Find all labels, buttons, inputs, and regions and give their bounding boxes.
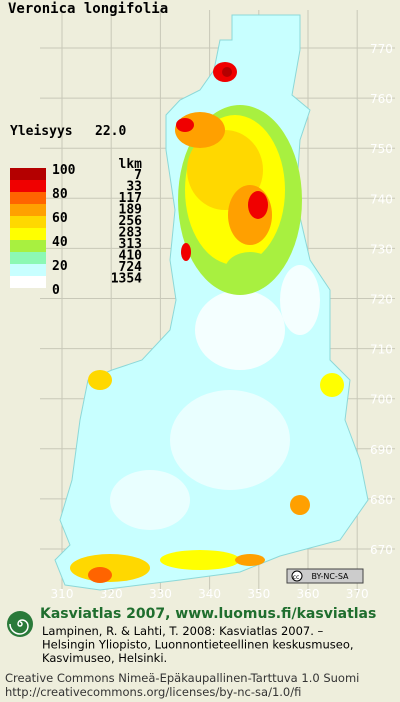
x-coordinate-label: 330	[149, 587, 172, 601]
legend-swatch	[10, 228, 46, 240]
x-coordinate-label: 370	[346, 587, 369, 601]
license-line: http://creativecommons.org/licenses/by-n…	[5, 685, 301, 699]
y-coordinate-label: 680	[370, 493, 393, 507]
legend-swatch	[10, 216, 46, 228]
species-title: Veronica longifolia	[8, 1, 168, 17]
legend-count: 189	[119, 203, 142, 218]
legend-swatch	[10, 264, 46, 276]
legend-count: 33	[126, 180, 142, 195]
y-coordinate-label: 690	[370, 443, 393, 457]
count-header: lkm	[119, 157, 143, 172]
legend-swatch	[10, 168, 46, 180]
legend-count: 283	[119, 226, 142, 241]
footer-headline: Kasviatlas 2007, www.luomus.fi/kasviatla…	[40, 606, 376, 622]
x-coordinate-label: 340	[198, 587, 221, 601]
legend-scale-label: 60	[52, 211, 68, 226]
legend-scale-label: 20	[52, 259, 68, 274]
legend-scale-label: 100	[52, 163, 76, 178]
legend-scale-label: 0	[52, 283, 60, 298]
logo	[7, 611, 33, 637]
svg-text:cc: cc	[293, 574, 300, 581]
frequency-value: 22.0	[95, 124, 126, 139]
license-line: Creative Commons Nimeä-Epäkaupallinen-Ta…	[5, 671, 359, 685]
y-coordinate-label: 740	[370, 192, 393, 206]
legend-count: 117	[119, 191, 142, 206]
y-coordinate-label: 700	[370, 393, 393, 407]
legend-swatch	[10, 204, 46, 216]
legend-scale-label: 40	[52, 235, 68, 250]
y-coordinate-label: 710	[370, 343, 393, 357]
x-coordinate-label: 310	[51, 587, 74, 601]
legend-swatch	[10, 180, 46, 192]
citation-line: Lampinen, R. & Lahti, T. 2008: Kasviatla…	[42, 624, 324, 638]
x-coordinate-label: 350	[247, 587, 270, 601]
legend-count: 410	[119, 249, 143, 264]
y-coordinate-label: 760	[370, 92, 393, 106]
legend-count: 313	[119, 237, 142, 252]
citation-line: Kasvimuseo, Helsinki.	[42, 651, 167, 665]
legend-swatch	[10, 240, 46, 252]
license-badge-text: BY-NC-SA	[311, 572, 349, 581]
citation-line: Helsingin Yliopisto, Luonnontieteellinen…	[42, 638, 354, 652]
y-coordinate-label: 720	[370, 293, 393, 307]
legend-count: 256	[119, 214, 143, 229]
x-coordinate-label: 360	[297, 587, 320, 601]
license-badge: cc BY-NC-SA	[286, 568, 364, 584]
legend-count: 1354	[111, 272, 142, 287]
frequency-label: Yleisyys	[10, 124, 73, 139]
y-coordinate-label: 730	[370, 242, 393, 256]
legend-swatch	[10, 276, 46, 288]
legend-swatch	[10, 192, 46, 204]
y-coordinate-label: 770	[370, 42, 393, 56]
y-coordinate-label: 750	[370, 142, 393, 156]
y-coordinate-label: 670	[370, 543, 393, 557]
legend-count: 724	[119, 260, 143, 275]
legend-scale-label: 80	[52, 187, 68, 202]
legend-swatch	[10, 252, 46, 264]
footer: Lampinen, R. & Lahti, T. 2008: Kasviatla…	[5, 624, 359, 699]
x-coordinate-label: 320	[100, 587, 123, 601]
legend-count: 7	[134, 168, 142, 183]
country-shape	[54, 14, 369, 591]
